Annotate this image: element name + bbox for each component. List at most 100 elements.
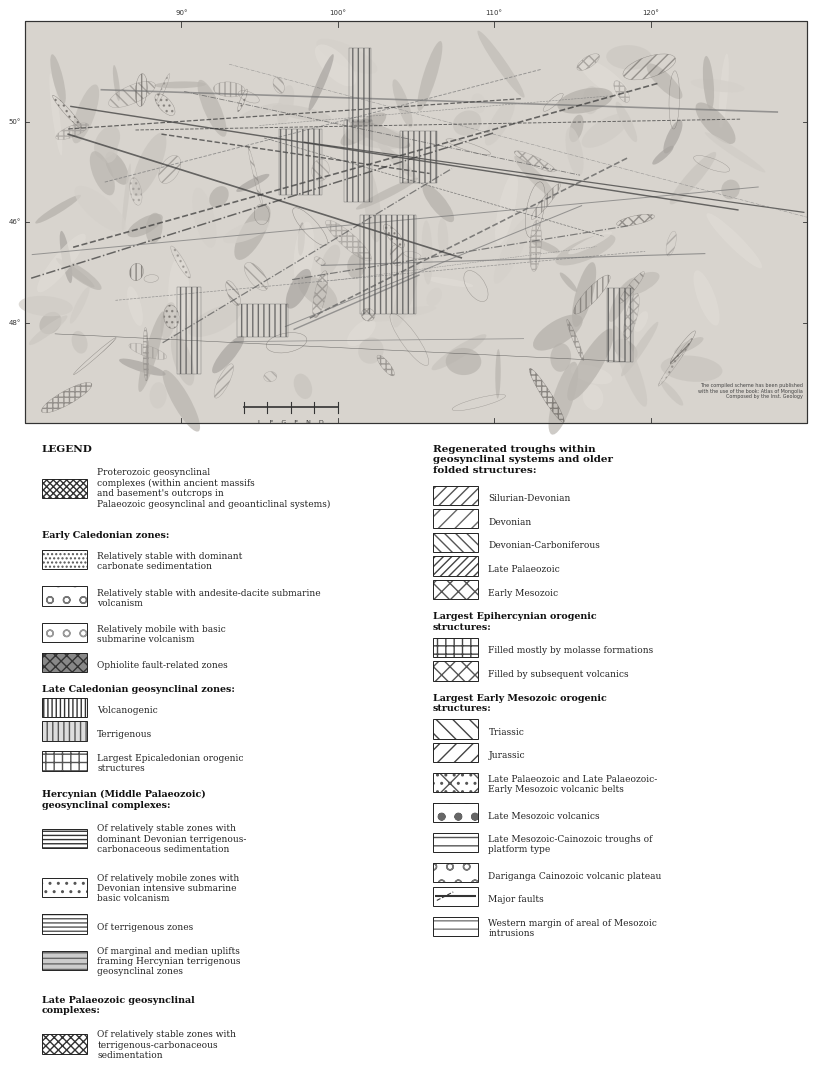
- Bar: [433, 486, 478, 505]
- Bar: [433, 863, 478, 882]
- Ellipse shape: [418, 41, 443, 110]
- Text: Filled by subsequent volcanics: Filled by subsequent volcanics: [488, 670, 629, 679]
- Text: Major faults: Major faults: [488, 895, 544, 904]
- Ellipse shape: [132, 133, 166, 196]
- Ellipse shape: [696, 103, 735, 144]
- Bar: [433, 486, 478, 505]
- Bar: [433, 743, 478, 762]
- Bar: [433, 719, 478, 739]
- Ellipse shape: [674, 337, 704, 354]
- Ellipse shape: [162, 370, 200, 432]
- Bar: [433, 533, 478, 552]
- Ellipse shape: [49, 73, 62, 155]
- Ellipse shape: [560, 272, 577, 292]
- Ellipse shape: [670, 152, 716, 205]
- Bar: [42, 1034, 87, 1054]
- Ellipse shape: [241, 103, 283, 118]
- Ellipse shape: [691, 78, 745, 92]
- Ellipse shape: [621, 322, 658, 376]
- Bar: [433, 638, 478, 657]
- Bar: [280, 129, 322, 195]
- Bar: [42, 829, 87, 848]
- Bar: [433, 509, 478, 528]
- Text: Dariganga Cainozoic volcanic plateau: Dariganga Cainozoic volcanic plateau: [488, 872, 661, 880]
- Bar: [42, 586, 87, 606]
- Ellipse shape: [446, 348, 482, 375]
- Bar: [42, 829, 87, 848]
- Text: Of relatively mobile zones with
Devonian intensive submarine
basic volcanism: Of relatively mobile zones with Devonian…: [97, 874, 240, 904]
- Bar: [42, 550, 87, 569]
- Bar: [433, 719, 478, 739]
- Ellipse shape: [438, 219, 448, 257]
- Ellipse shape: [72, 85, 99, 144]
- Ellipse shape: [60, 230, 72, 283]
- Ellipse shape: [223, 221, 270, 243]
- Text: Late Palaeozoic and Late Palaeozoic-
Early Mesozoic volcanic belts: Late Palaeozoic and Late Palaeozoic- Ear…: [488, 775, 657, 794]
- Ellipse shape: [105, 151, 129, 184]
- Ellipse shape: [347, 319, 376, 346]
- Bar: [42, 653, 87, 672]
- Bar: [433, 917, 478, 936]
- Text: 50°: 50°: [8, 119, 21, 125]
- Ellipse shape: [150, 383, 166, 408]
- Ellipse shape: [347, 253, 365, 279]
- Bar: [433, 743, 478, 762]
- Text: 110°: 110°: [486, 10, 503, 16]
- Text: Relatively stable with andesite-dacite submarine
volcanism: Relatively stable with andesite-dacite s…: [97, 589, 321, 608]
- Text: Devonian: Devonian: [488, 518, 532, 526]
- Bar: [433, 719, 478, 739]
- Ellipse shape: [485, 99, 515, 146]
- Bar: [433, 509, 478, 528]
- Text: Regenerated troughs within
geosynclinal systems and older
folded structures:: Regenerated troughs within geosynclinal …: [433, 445, 612, 475]
- Text: Largest Epicaledonian orogenic
structures: Largest Epicaledonian orogenic structure…: [97, 754, 244, 773]
- Ellipse shape: [579, 58, 630, 100]
- Bar: [399, 131, 437, 183]
- Bar: [433, 638, 478, 657]
- Ellipse shape: [652, 146, 674, 165]
- Ellipse shape: [359, 338, 384, 363]
- Text: Late Palaeozoic: Late Palaeozoic: [488, 565, 560, 574]
- Text: 120°: 120°: [642, 10, 659, 16]
- Ellipse shape: [277, 85, 295, 124]
- Bar: [42, 550, 87, 569]
- Ellipse shape: [146, 212, 162, 243]
- Text: Western margin of areal of Mesozoic
intrusions: Western margin of areal of Mesozoic intr…: [488, 919, 657, 938]
- Text: LEGEND: LEGEND: [42, 445, 92, 453]
- Bar: [433, 863, 478, 882]
- Ellipse shape: [294, 374, 312, 399]
- Text: Filled mostly by molasse formations: Filled mostly by molasse formations: [488, 646, 654, 655]
- Text: Early Mesozoic: Early Mesozoic: [488, 589, 558, 597]
- Ellipse shape: [619, 272, 660, 297]
- Bar: [42, 751, 87, 771]
- Ellipse shape: [90, 151, 115, 195]
- Ellipse shape: [568, 232, 612, 254]
- Bar: [42, 1034, 87, 1054]
- Text: Volcanogenic: Volcanogenic: [97, 706, 158, 715]
- Bar: [433, 803, 478, 822]
- Bar: [433, 580, 478, 599]
- Text: Relatively mobile with basic
submarine volcanism: Relatively mobile with basic submarine v…: [97, 625, 226, 644]
- Ellipse shape: [646, 63, 682, 99]
- Ellipse shape: [294, 222, 314, 287]
- Text: Ophiolite fault-related zones: Ophiolite fault-related zones: [97, 661, 228, 670]
- Ellipse shape: [514, 155, 555, 198]
- Text: Of marginal and median uplifts
framing Hercynian terrigenous
geosynclinal zones: Of marginal and median uplifts framing H…: [97, 947, 240, 977]
- Bar: [42, 721, 87, 741]
- Bar: [42, 751, 87, 771]
- Bar: [349, 47, 371, 121]
- Bar: [433, 887, 478, 906]
- Text: Jurassic: Jurassic: [488, 751, 525, 760]
- Bar: [433, 580, 478, 599]
- Bar: [42, 829, 87, 848]
- Bar: [433, 803, 478, 822]
- Bar: [42, 698, 87, 717]
- Ellipse shape: [370, 307, 436, 322]
- Bar: [433, 833, 478, 852]
- Ellipse shape: [171, 333, 195, 386]
- Bar: [42, 721, 87, 741]
- Bar: [433, 533, 478, 552]
- Ellipse shape: [39, 312, 62, 334]
- Bar: [433, 863, 478, 882]
- Bar: [25, 21, 807, 423]
- Ellipse shape: [495, 349, 501, 399]
